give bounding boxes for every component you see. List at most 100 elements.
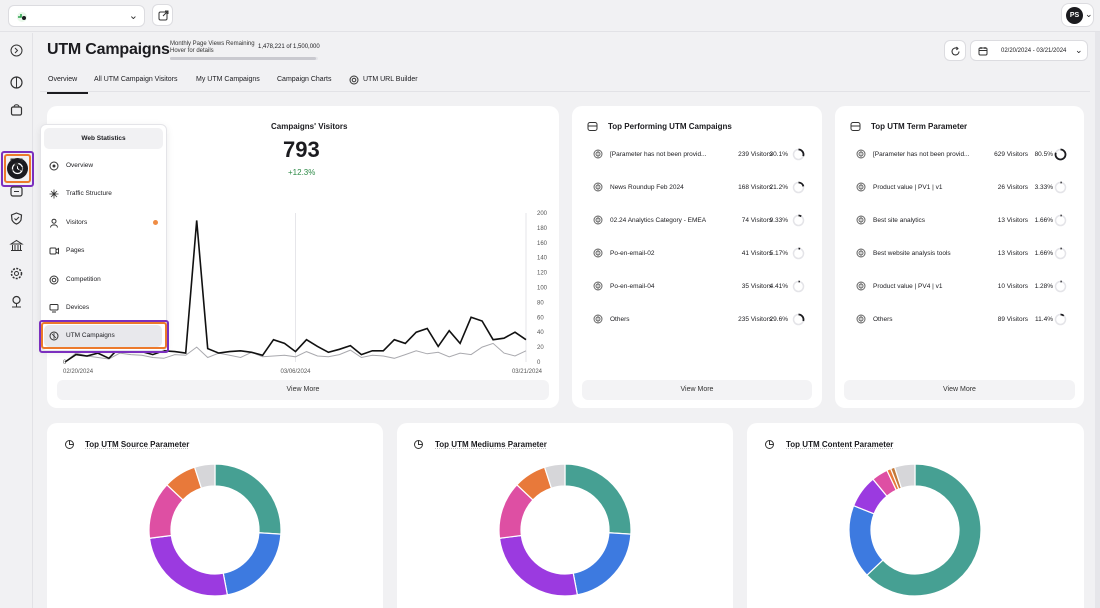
location-icon[interactable] — [9, 294, 24, 309]
list-item[interactable]: [Parameter has not been provid... 239 Vis… — [593, 148, 808, 162]
row-percentage: 3.33% — [1034, 184, 1053, 191]
tab-campaign-charts[interactable]: Campaign Charts — [277, 76, 332, 83]
avatar: PS — [1066, 7, 1083, 24]
menu-item-utm-campaigns[interactable]: UTM Campaigns — [45, 328, 155, 344]
conversion-icon[interactable] — [9, 184, 24, 199]
y-tick-label: 0 — [63, 360, 67, 366]
utm-content-donut-chart[interactable] — [848, 463, 982, 597]
percentage-gauge-icon — [792, 280, 805, 293]
collapse-icon[interactable] — [9, 43, 24, 58]
dashboard-icon[interactable] — [9, 75, 24, 90]
list-item[interactable]: Others 89 Visitors 11.4% — [856, 313, 1071, 327]
refresh-button[interactable] — [944, 40, 966, 61]
utm-source-donut-chart[interactable] — [148, 463, 282, 597]
utm-mediums-donut-chart[interactable] — [498, 463, 632, 597]
menu-item-devices[interactable]: Devices — [45, 300, 155, 316]
list-item[interactable]: [Parameter has not been provid... 629 Vis… — [856, 148, 1071, 162]
row-label: [Parameter has not been provid... — [873, 151, 970, 158]
active-highlight-frame — [1, 151, 34, 187]
website-selector[interactable]: ⌄ — [8, 5, 145, 27]
row-label: Others — [610, 316, 630, 323]
menu-item-label: Pages — [66, 247, 85, 254]
settings-icon[interactable] — [9, 266, 24, 281]
heatmap-icon[interactable] — [9, 157, 24, 172]
donut-slice — [572, 532, 632, 596]
campaign-icon — [593, 248, 603, 258]
row-label: 02.24 Analytics Category - EMEA — [610, 217, 707, 224]
tab-all-utm-campaign-visitors[interactable]: All UTM Campaign Visitors — [94, 76, 178, 83]
gauge-fill — [792, 247, 805, 260]
row-visitors: 168 Visitors — [738, 184, 772, 191]
gauge-fill — [792, 214, 805, 227]
list-item[interactable]: Po-en-email-04 35 Visitors 4.41% — [593, 280, 808, 294]
page-scrollbar[interactable] — [1095, 32, 1100, 608]
view-more-button[interactable]: View More — [57, 380, 549, 400]
menu-item-pages[interactable]: Pages — [45, 243, 155, 259]
gauge-fill — [1054, 181, 1067, 194]
page-title: UTM Campaigns — [47, 41, 170, 58]
list-item[interactable]: Best site analytics 13 Visitors 1.66% — [856, 214, 1071, 228]
menu-item-competition[interactable]: Competition — [45, 272, 155, 288]
percentage-gauge-icon — [792, 148, 805, 161]
menu-item-visitors[interactable]: Visitors — [45, 215, 158, 231]
campaign-icon — [856, 248, 866, 258]
security-icon[interactable] — [9, 211, 24, 226]
percentage-gauge-icon — [792, 214, 805, 227]
tab-overview[interactable]: Overview — [47, 76, 88, 94]
percentage-gauge-icon — [1054, 247, 1067, 260]
row-percentage: 1.66% — [1034, 217, 1053, 224]
donut-slice — [866, 463, 982, 597]
list-item[interactable]: 02.24 Analytics Category - EMEA 74 Visito… — [593, 214, 808, 228]
tab-utm-url-builder[interactable]: UTM URL Builder — [363, 76, 418, 83]
donut-slice — [543, 463, 566, 489]
campaign-icon — [856, 182, 866, 192]
list-item[interactable]: Product value | PV1 | v1 26 Visitors 3.33% — [856, 181, 1071, 195]
menu-item-overview[interactable]: Overview — [45, 158, 155, 174]
row-visitors: 13 Visitors — [997, 217, 1028, 224]
row-percentage: 5.17% — [769, 250, 788, 257]
percentage-gauge-icon — [792, 313, 805, 326]
table-icon — [850, 122, 861, 131]
reports-icon[interactable] — [9, 238, 24, 253]
row-percentage: 1.28% — [1034, 283, 1053, 290]
row-label: Best website analysis tools — [873, 250, 951, 257]
site-favicon-icon — [17, 12, 27, 22]
percentage-gauge-icon — [1054, 214, 1067, 227]
list-item[interactable]: News Roundup Feb 2024 168 Visitors 21.2% — [593, 181, 808, 195]
traffic-structure-icon — [49, 189, 59, 199]
notification-dot — [153, 220, 158, 225]
chevron-down-icon: ⌄ — [128, 10, 138, 22]
donut-slice — [222, 532, 282, 596]
visitors-icon — [50, 218, 58, 228]
row-visitors: 10 Visitors — [997, 283, 1028, 290]
list-item[interactable]: Best website analysis tools 13 Visitors 1.… — [856, 247, 1071, 261]
pageviews-hover-hint[interactable]: Hover for details — [170, 48, 214, 54]
row-percentage: 11.4% — [1035, 316, 1053, 323]
devices-icon — [49, 304, 59, 313]
pages-icon — [49, 247, 59, 255]
open-site-button[interactable] — [152, 4, 173, 26]
row-percentage: 80.5% — [1034, 151, 1053, 158]
list-item[interactable]: Others 235 Visitors 29.6% — [593, 313, 808, 327]
y-tick-label: 100 — [537, 286, 548, 292]
x-tick-label: 02/20/2024 — [63, 369, 94, 375]
campaign-icon — [593, 182, 603, 192]
view-more-button[interactable]: View More — [844, 380, 1075, 400]
account-menu-button[interactable]: PS ⌄ — [1061, 3, 1094, 27]
list-item[interactable]: Product value | PV4 | v1 10 Visitors 1.28% — [856, 280, 1071, 294]
campaign-icon — [856, 215, 866, 225]
top-bar: ⌄ PS ⌄ — [0, 0, 1100, 32]
tab-my-utm-campaigns[interactable]: My UTM Campaigns — [196, 76, 260, 83]
row-percentage: 29.6% — [769, 316, 788, 323]
row-label: News Roundup Feb 2024 — [610, 184, 684, 191]
view-more-button[interactable]: View More — [582, 380, 812, 400]
menu-item-label: Overview — [66, 162, 94, 169]
y-tick-label: 60 — [537, 315, 544, 321]
ecommerce-icon[interactable] — [9, 102, 24, 117]
y-tick-label: 0 — [537, 360, 541, 366]
card-title: Top UTM Content Parameter — [786, 440, 894, 449]
date-range-picker[interactable]: 02/20/2024 - 03/21/2024 ⌄ — [970, 40, 1088, 61]
pie-chart-icon — [414, 440, 423, 449]
menu-item-traffic-structure[interactable]: Traffic Structure — [45, 186, 155, 202]
list-item[interactable]: Po-en-email-02 41 Visitors 5.17% — [593, 247, 808, 261]
